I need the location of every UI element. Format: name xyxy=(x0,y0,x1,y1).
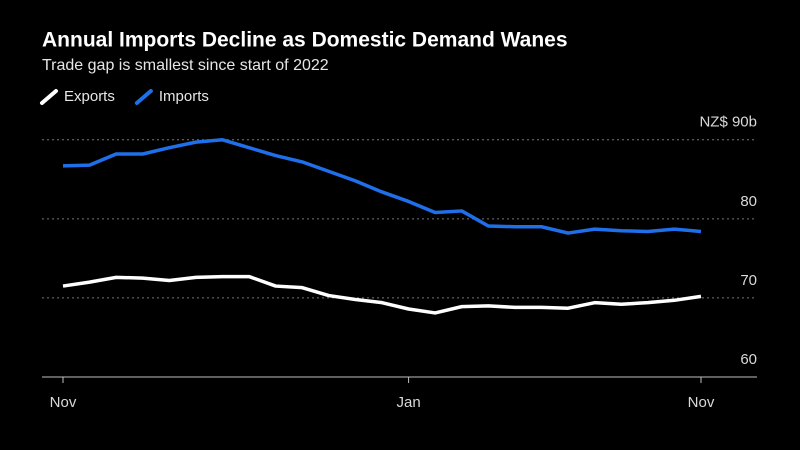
legend-swatch xyxy=(134,89,153,105)
x-tick-label: Jan xyxy=(396,394,420,411)
legend-swatch xyxy=(40,89,58,105)
x-tick-label: Nov xyxy=(50,394,77,411)
legend-label: Exports xyxy=(64,88,115,105)
y-tick-label: 60 xyxy=(740,351,757,368)
chart-subtitle: Trade gap is smallest since start of 202… xyxy=(42,57,329,74)
y-tick-label: 70 xyxy=(740,272,757,289)
series-line xyxy=(62,138,702,235)
legend-label: Imports xyxy=(159,88,209,105)
x-tick-label: Nov xyxy=(688,394,715,411)
y-tick-label: NZ$ 90b xyxy=(699,114,757,131)
series-line xyxy=(62,274,702,315)
y-tick-label: 80 xyxy=(740,193,757,210)
chart-title: Annual Imports Decline as Domestic Deman… xyxy=(42,29,568,52)
